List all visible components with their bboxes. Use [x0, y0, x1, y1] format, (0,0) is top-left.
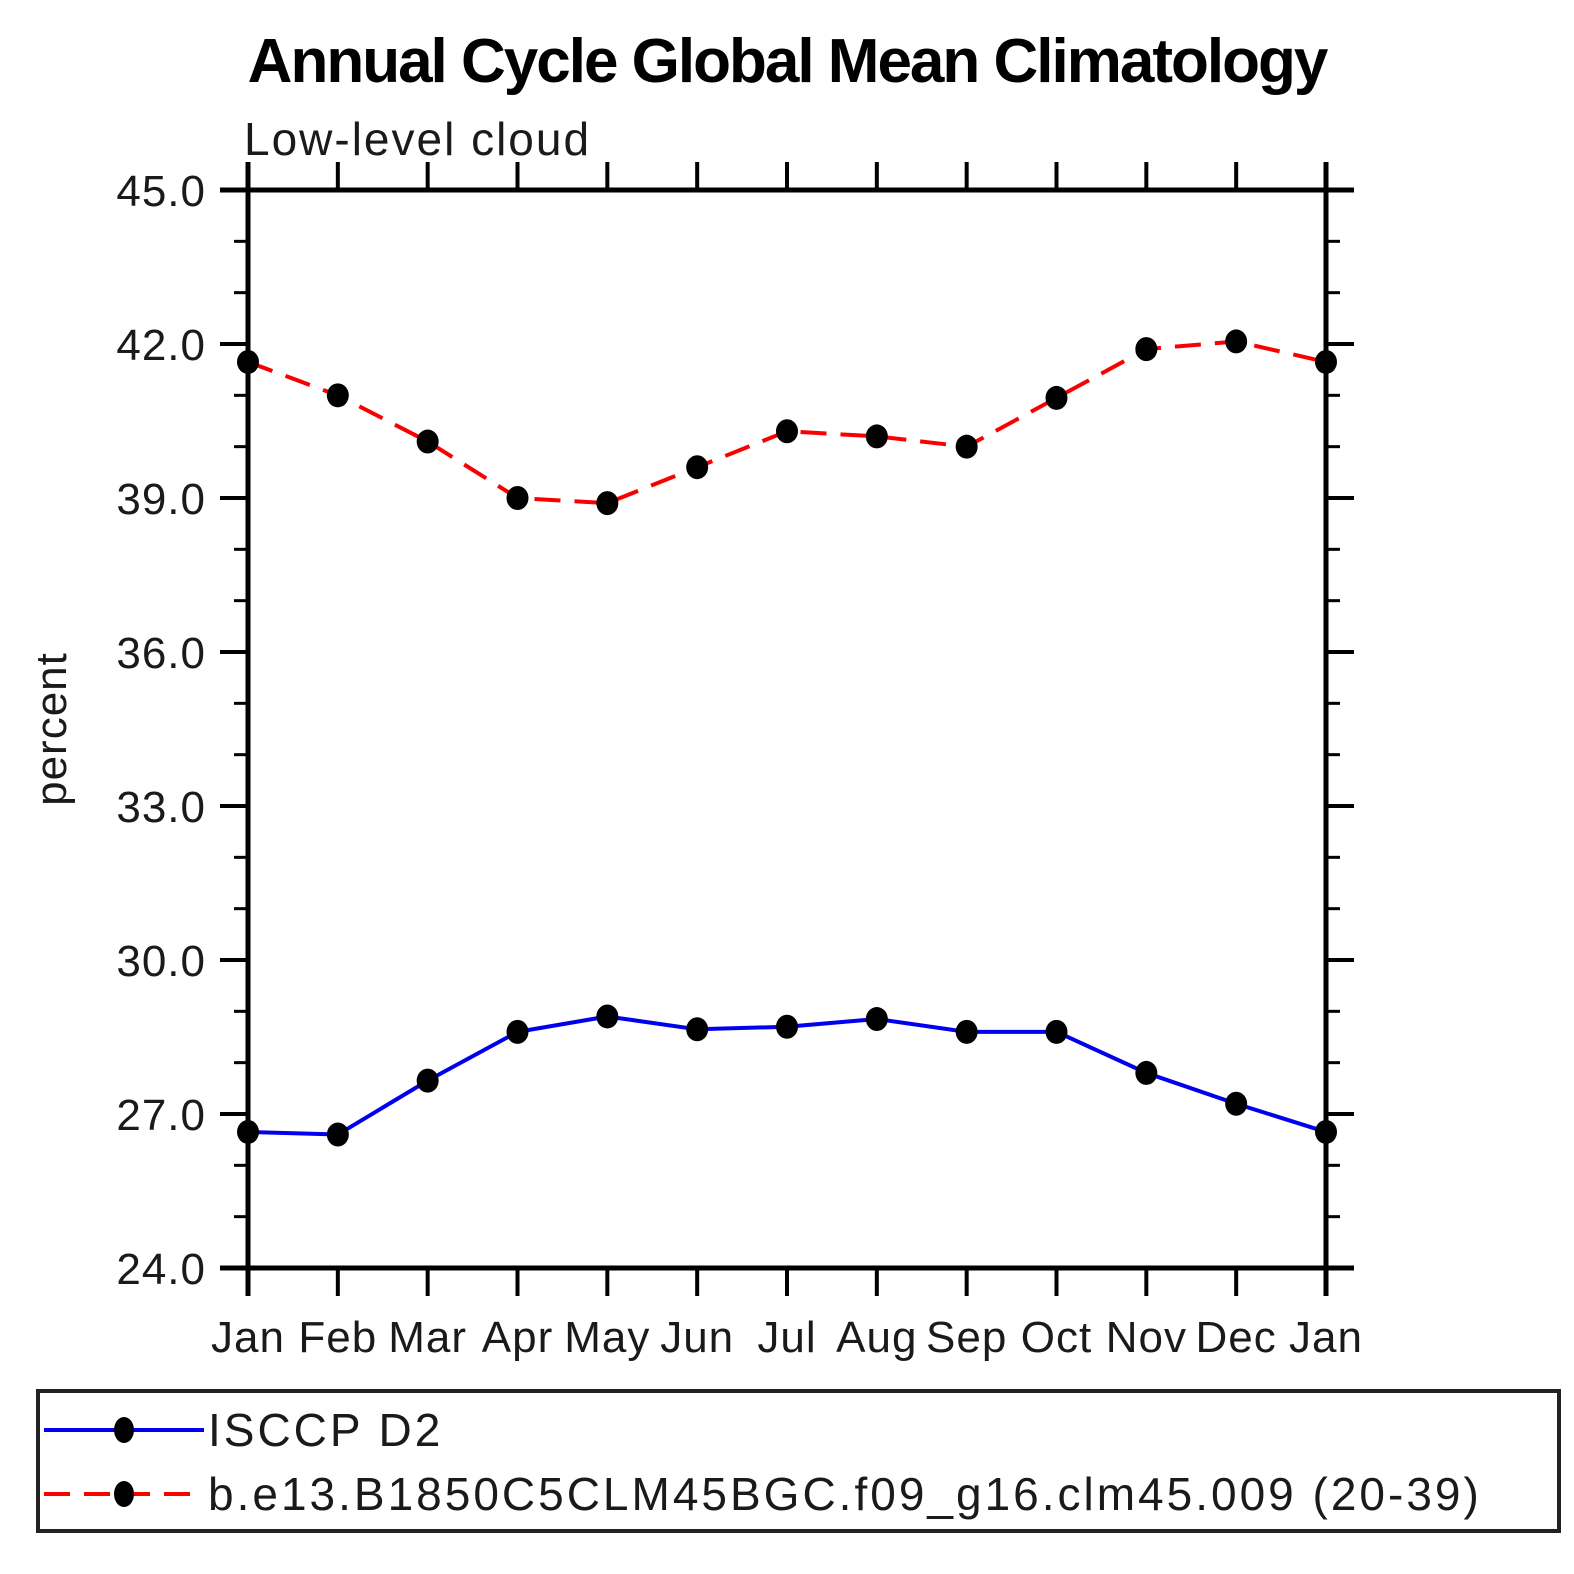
chart-title: Annual Cycle Global Mean Climatology [247, 27, 1329, 96]
data-point-s0-1 [326, 1122, 349, 1147]
data-point-s0-6 [776, 1014, 798, 1039]
y-tick-label: 36.0 [116, 629, 206, 678]
data-point-s1-4 [596, 491, 619, 516]
x-tick-label: Jun [660, 1313, 734, 1362]
data-point-s1-9 [1045, 385, 1068, 410]
legend-label-series1: ISCCP D2 [208, 1404, 444, 1456]
data-point-s0-9 [1045, 1019, 1068, 1044]
data-point-s1-10 [1135, 337, 1158, 362]
x-tick-label: May [564, 1313, 650, 1362]
data-point-s1-6 [776, 419, 798, 444]
data-point-s0-8 [955, 1019, 978, 1044]
y-tick-label: 33.0 [116, 783, 206, 832]
y-tick-label: 42.0 [116, 321, 206, 370]
legend-label-series2: b.e13.B1850C5CLM45BGC.f09_g16.clm45.009 … [208, 1468, 1482, 1520]
x-tick-label: Jan [1289, 1313, 1363, 1362]
data-point-s1-7 [865, 424, 888, 449]
y-tick-label: 30.0 [116, 937, 206, 986]
data-point-s0-12 [1315, 1119, 1337, 1144]
y-tick-label: 45.0 [116, 167, 206, 216]
legend-entry: ISCCP D2 [42, 1404, 444, 1456]
x-tick-label: Feb [298, 1313, 377, 1362]
data-point-s1-5 [686, 455, 709, 480]
x-tick-label: Apr [482, 1313, 553, 1362]
x-tick-label: Dec [1196, 1313, 1277, 1362]
x-tick-label: Mar [388, 1313, 467, 1362]
x-tick-label: Jul [757, 1313, 816, 1362]
y-tick-label: 39.0 [116, 475, 206, 524]
data-point-s1-1 [326, 383, 349, 408]
legend-entry: b.e13.B1850C5CLM45BGC.f09_g16.clm45.009 … [42, 1468, 1482, 1520]
legend-line-sample [44, 1481, 204, 1507]
chart-subtitle: Low-level cloud [244, 113, 592, 165]
data-point-s0-3 [506, 1019, 529, 1044]
data-point-s0-2 [416, 1068, 439, 1093]
x-tick-label: Oct [1021, 1313, 1092, 1362]
x-tick-label: Aug [836, 1313, 917, 1362]
data-point-s1-3 [506, 486, 529, 510]
x-tick-label: Nov [1106, 1313, 1187, 1362]
data-point-s0-0 [237, 1119, 259, 1144]
legend-marker-dot [114, 1481, 134, 1507]
data-point-s1-2 [416, 429, 439, 454]
data-point-s0-4 [596, 1004, 619, 1029]
data-point-s1-11 [1225, 329, 1248, 354]
x-tick-label: Sep [926, 1313, 1007, 1362]
legend-line-sample [44, 1417, 204, 1443]
data-point-s0-5 [686, 1017, 709, 1042]
data-point-s1-0 [237, 349, 259, 374]
data-point-s0-7 [865, 1007, 888, 1032]
data-point-s1-8 [955, 434, 978, 459]
data-point-s1-12 [1315, 349, 1337, 374]
y-tick-label: 24.0 [116, 1245, 206, 1294]
legend-marker-dot [114, 1417, 134, 1443]
y-tick-label: 27.0 [116, 1091, 206, 1140]
legend-box: ISCCP D2 b.e13.B1850C5CLM45BGC.f09_g16.c… [36, 1389, 1561, 1533]
data-point-s0-11 [1225, 1091, 1248, 1116]
x-tick-label: Jan [211, 1313, 285, 1362]
data-point-s0-10 [1135, 1060, 1158, 1085]
